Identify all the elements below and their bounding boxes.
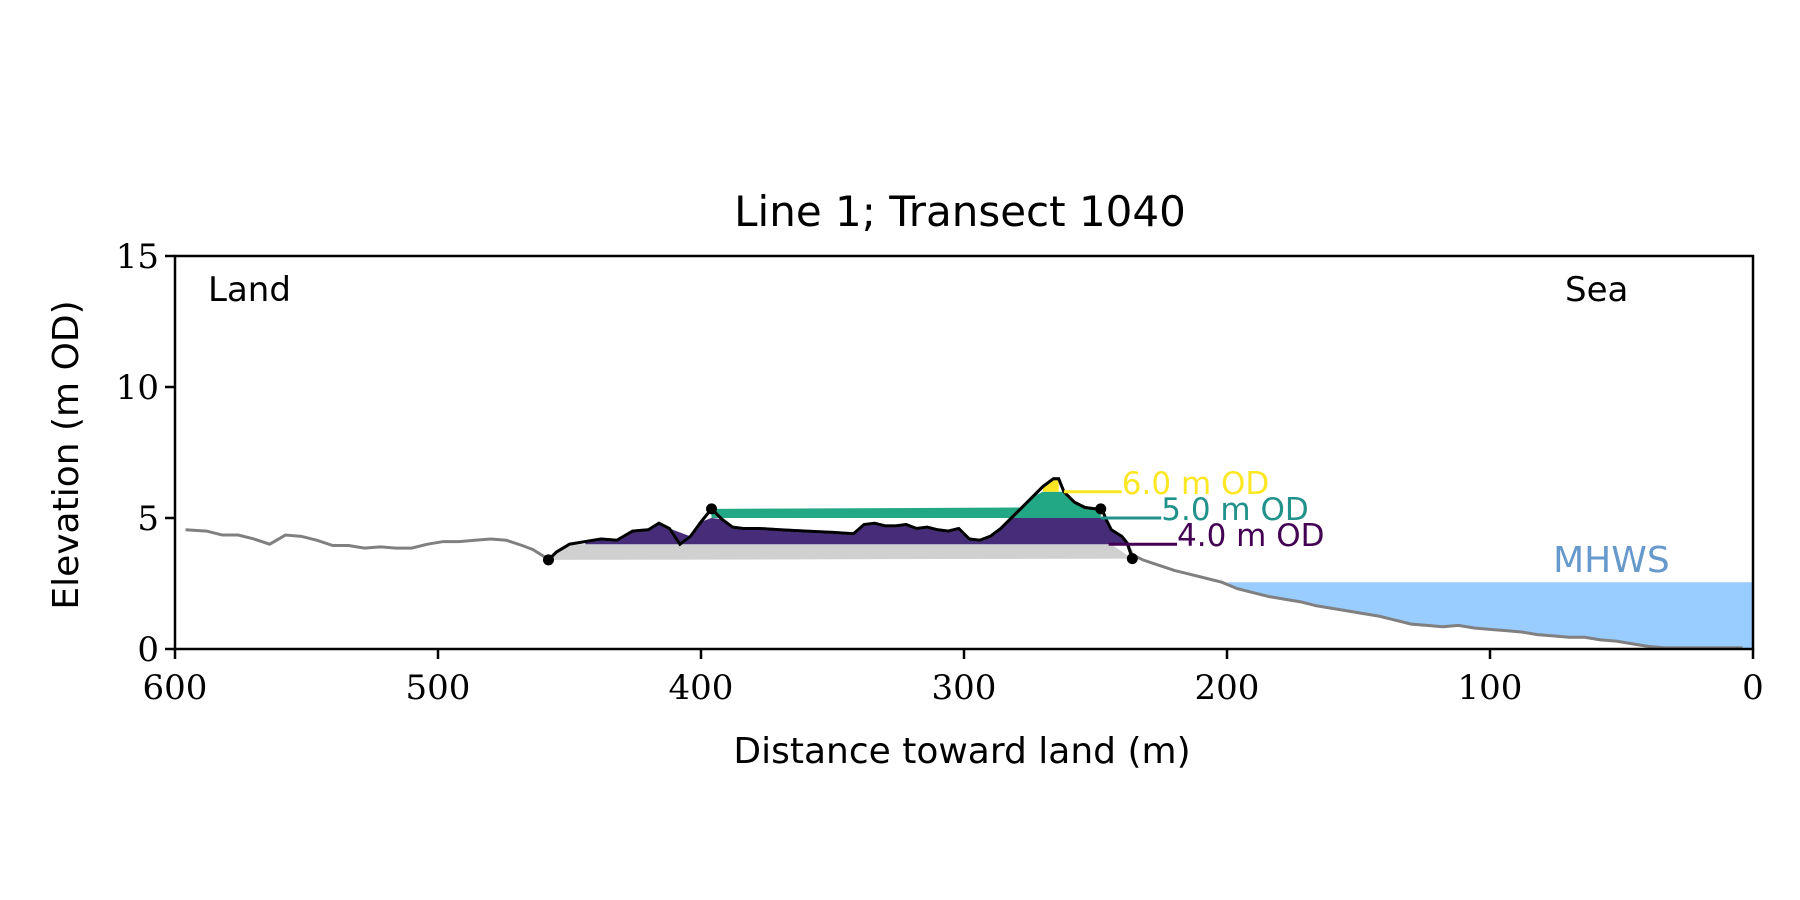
dune-outline xyxy=(547,477,1134,561)
y-tick-label: 5 xyxy=(137,499,159,539)
dune-base-area xyxy=(548,544,1133,560)
axis-ticks: 600 500 400 300 200 100 0 0 5 10 15 xyxy=(116,237,1764,708)
x-tick-label: 0 xyxy=(1742,668,1764,708)
x-tick-label: 500 xyxy=(406,668,471,708)
y-tick-label: 10 xyxy=(116,368,159,408)
y-axis-label: Elevation (m OD) xyxy=(46,300,87,609)
dune-crest-point xyxy=(706,503,718,515)
mhws-label: MHWS xyxy=(1553,540,1670,581)
x-tick-label: 300 xyxy=(932,668,997,708)
y-tick-label: 0 xyxy=(137,630,159,670)
level-label-1: 5.0 m OD xyxy=(1161,492,1308,528)
x-tick-label: 400 xyxy=(669,668,734,708)
level-label-2: 4.0 m OD xyxy=(1177,518,1324,554)
sea-annotation: Sea xyxy=(1565,270,1628,310)
land-annotation: Land xyxy=(208,270,291,310)
y-tick-label: 15 xyxy=(116,237,159,277)
dune-crest2-point xyxy=(1095,503,1107,515)
dune-fill-above-6m xyxy=(1042,478,1059,492)
chart-title: Line 1; Transect 1040 xyxy=(734,187,1186,236)
dune-toe-point xyxy=(542,554,554,566)
dune-heel-point xyxy=(1126,553,1138,565)
level-label-0: 6.0 m OD xyxy=(1122,466,1269,502)
dune-fill-4-to-5m xyxy=(585,518,1128,545)
x-tick-label: 200 xyxy=(1195,668,1260,708)
x-tick-label: 600 xyxy=(143,668,208,708)
mhws-water-area xyxy=(1227,582,1753,649)
dune-fill-5-to-6m xyxy=(711,491,1101,518)
x-axis-label: Distance toward land (m) xyxy=(733,731,1190,772)
x-tick-label: 100 xyxy=(1458,668,1523,708)
plot-area: MHWS 6.0 m OD5.0 m OD4.0 m OD xyxy=(173,254,1755,651)
